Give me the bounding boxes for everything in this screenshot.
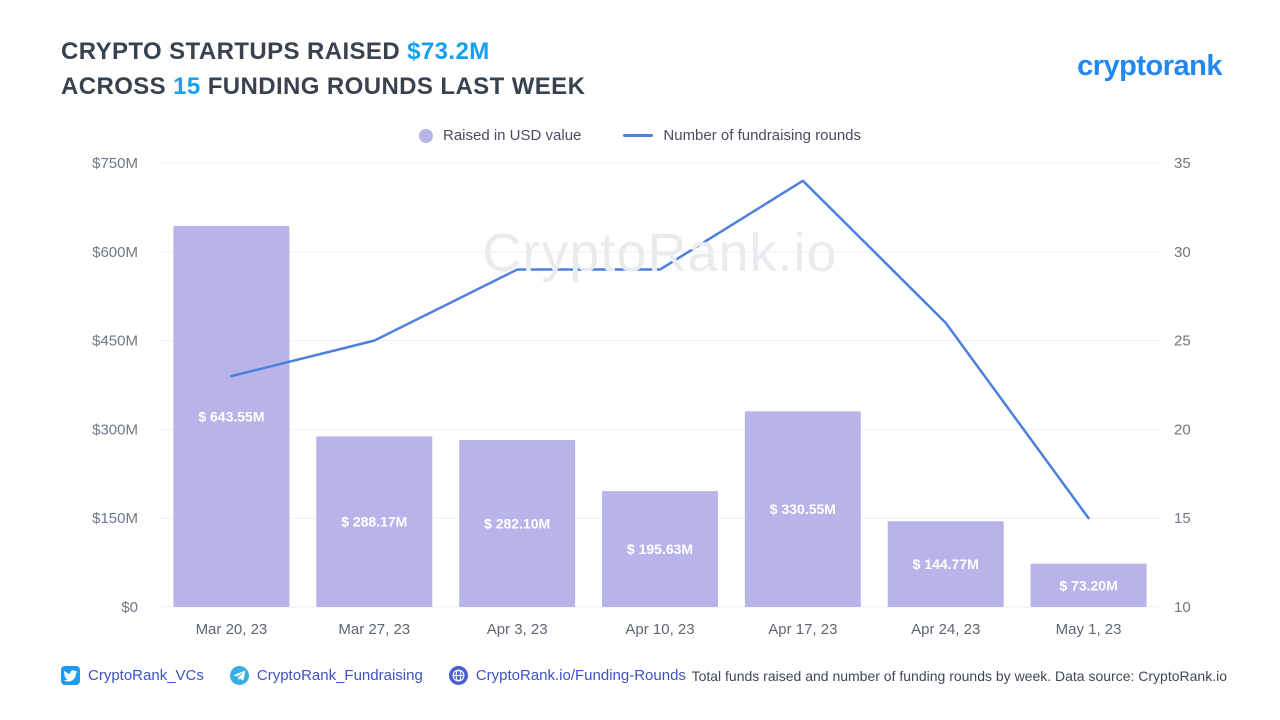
bar-4 — [744, 411, 861, 607]
legend-label-rounds: Number of fundraising rounds — [663, 127, 861, 144]
x-axis-label: Apr 3, 23 — [487, 621, 548, 638]
right-axis-tick: 10 — [1174, 599, 1191, 616]
title-text-2: ACROSS — [61, 73, 174, 100]
footer-links: CryptoRank_VCs CryptoRank_Fundraising Cr… — [61, 666, 686, 685]
bar-6 — [1030, 563, 1147, 607]
telegram-icon — [229, 666, 249, 685]
right-axis-tick: 20 — [1174, 421, 1191, 438]
bar-value-label: $ 643.55M — [198, 409, 264, 425]
left-axis-tick: $750M — [92, 155, 138, 172]
bar-0 — [173, 226, 290, 607]
legend-dot-icon — [418, 128, 433, 143]
bar-3 — [602, 491, 718, 607]
left-axis-tick: $450M — [92, 333, 138, 350]
footer: CryptoRank_VCs CryptoRank_Fundraising Cr… — [61, 666, 1227, 685]
right-axis-tick: 30 — [1174, 244, 1191, 261]
legend-line-icon — [623, 134, 654, 137]
title-text-1: CRYPTO STARTUPS RAISED — [61, 38, 408, 65]
x-axis-label: Apr 10, 23 — [625, 621, 694, 638]
funding-chart: $0 $150M $300M $450M $600M $750M 10 15 20 25 30 35 $… — [92, 155, 1191, 638]
legend-label-raised: Raised in USD value — [442, 127, 582, 144]
chart-caption: Total funds raised and number of funding… — [691, 667, 1227, 684]
bar-1 — [316, 436, 433, 607]
left-axis-tick: $300M — [92, 421, 138, 438]
chart-area: CryptoRank.io $0 $150M $300M $450M $600M $750… — [0, 150, 1280, 655]
x-axis-label: Apr 17, 23 — [768, 621, 837, 638]
legend-item-raised: Raised in USD value — [418, 127, 582, 144]
bar-value-label: $ 282.10M — [484, 515, 550, 531]
right-axis-tick: 35 — [1174, 155, 1191, 172]
bar-2 — [459, 439, 576, 607]
bar-value-label: $ 195.63M — [627, 541, 693, 557]
left-axis-tick: $600M — [92, 244, 138, 261]
bar-5 — [887, 521, 1004, 607]
rounds-line — [230, 179, 1090, 520]
bar-value-label: $ 144.77M — [913, 556, 979, 572]
globe-icon — [448, 666, 468, 685]
title-text-3: FUNDING ROUNDS LAST WEEK — [200, 73, 586, 100]
x-axis-label: Apr 24, 23 — [911, 621, 980, 638]
legend-item-rounds: Number of fundraising rounds — [623, 127, 861, 144]
header: CRYPTO STARTUPS RAISED $73.2M ACROSS 15 … — [61, 34, 1222, 104]
telegram-link[interactable]: CryptoRank_Fundraising — [229, 666, 423, 685]
right-axis-tick: 25 — [1174, 333, 1191, 350]
page-title: CRYPTO STARTUPS RAISED $73.2M ACROSS 15 … — [61, 34, 585, 104]
bar-value-label: $ 288.17M — [341, 514, 407, 530]
x-axis-label: Mar 20, 23 — [196, 621, 268, 638]
telegram-link-label: CryptoRank_Fundraising — [256, 667, 423, 684]
right-axis-tick: 15 — [1174, 510, 1191, 527]
x-axis-label: May 1, 23 — [1056, 621, 1122, 638]
twitter-link[interactable]: CryptoRank_VCs — [61, 666, 204, 685]
title-amount-highlight: $73.2M — [407, 38, 490, 65]
left-axis-tick: $150M — [92, 510, 138, 527]
website-link-label: CryptoRank.io/Funding-Rounds — [475, 667, 686, 684]
bar-value-label: $ 330.55M — [770, 501, 836, 517]
title-rounds-highlight: 15 — [173, 73, 201, 100]
cryptorank-logo: cryptorank — [1077, 50, 1222, 82]
website-link[interactable]: CryptoRank.io/Funding-Rounds — [448, 666, 686, 685]
bar-value-label: $ 73.20M — [1059, 577, 1117, 593]
title-line-2: ACROSS 15 FUNDING ROUNDS LAST WEEK — [61, 69, 585, 104]
left-axis-tick: $0 — [121, 599, 138, 616]
twitter-icon — [61, 666, 80, 685]
twitter-link-label: CryptoRank_VCs — [88, 667, 204, 684]
title-line-1: CRYPTO STARTUPS RAISED $73.2M — [61, 34, 585, 69]
chart-legend: Raised in USD value Number of fundraisin… — [0, 127, 1280, 144]
x-axis-label: Mar 27, 23 — [338, 621, 410, 638]
